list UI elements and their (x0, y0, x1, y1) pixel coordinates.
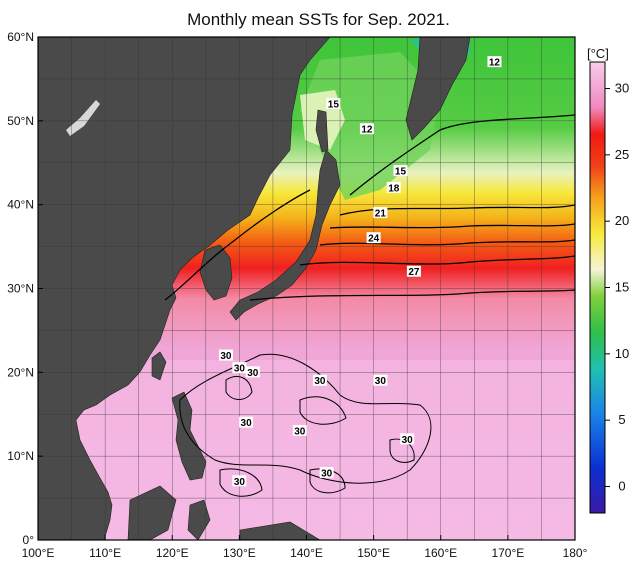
contour-label-bg (406, 265, 421, 277)
contour-label: 15 (328, 100, 340, 111)
colorbar-tick-label: 15 (615, 280, 629, 295)
colorbar-unit: [°C] (587, 46, 609, 61)
lat-tick-label: 40°N (7, 198, 34, 212)
contour-label-bg (312, 374, 327, 386)
colorbar-tick-label: 5 (618, 412, 625, 427)
contour-label-bg (232, 475, 247, 487)
kamchatka-peninsula (405, 37, 471, 141)
contour-label: 12 (489, 58, 501, 69)
lat-tick-label: 60°N (7, 30, 34, 44)
contour-label: 30 (247, 368, 259, 379)
lat-tick-label: 20°N (7, 365, 34, 379)
colorbar-tick-label: 0 (618, 478, 625, 493)
small-island (66, 100, 100, 136)
isotherm-lines (164, 114, 575, 301)
contour-label: 30 (234, 364, 246, 375)
colorbar-tick-label: 25 (615, 147, 629, 162)
contour-label: 27 (408, 267, 420, 278)
lon-tick-label: 100°E (22, 546, 55, 560)
contour-label: 21 (375, 209, 387, 220)
lon-tick-label: 150°E (357, 546, 390, 560)
contour-label: 30 (241, 418, 253, 429)
lat-tick-label: 30°N (7, 282, 34, 296)
colorbar-tick-label: 10 (615, 346, 629, 361)
contour-label: 24 (368, 234, 380, 245)
contour-label: 15 (395, 167, 407, 178)
contour-label-bg (239, 416, 254, 428)
sakhalin-island (315, 109, 329, 153)
contour-label-bg (319, 466, 334, 478)
contour-label-bg (400, 433, 415, 445)
contour-label: 30 (234, 477, 246, 488)
new-guinea-edge (239, 521, 321, 540)
contour-label-bg (373, 207, 388, 219)
lat-tick-label: 0° (23, 533, 35, 547)
contour-label-bg (393, 165, 408, 177)
lat-tick-label: 50°N (7, 114, 34, 128)
colorbar-tick-label: 20 (615, 213, 629, 228)
contour-label-bg (373, 374, 388, 386)
contour-label-bg (245, 366, 260, 378)
longitude-axis: 100°E 110°E 120°E 130°E 140°E 150°E 160°E 170°E… (22, 535, 588, 560)
contour-label-bg (359, 123, 374, 135)
lon-tick-label: 110°E (89, 546, 121, 560)
taiwan-island (151, 351, 167, 381)
contour-label-bg (326, 98, 341, 110)
lon-tick-label: 180° (563, 546, 588, 560)
contour-label-bg (487, 56, 502, 68)
contour-label: 18 (388, 183, 400, 194)
latitude-axis: 60°N 50°N 40°N 30°N 20°N 10°N 0° (7, 30, 43, 547)
colorbar-tick-label: 30 (615, 81, 629, 96)
contour-label-bg (366, 232, 381, 244)
lon-tick-label: 170°E (491, 546, 524, 560)
contour-label: 30 (294, 427, 306, 438)
colorbar-ticks: 30 25 20 15 10 5 0 (605, 81, 629, 493)
lon-tick-label: 160°E (424, 546, 457, 560)
contour-label: 30 (402, 435, 414, 446)
contour-label-bg (386, 181, 401, 193)
contour-label: 30 (321, 468, 333, 479)
contour-label: 30 (220, 351, 232, 362)
lat-tick-label: 10°N (7, 449, 34, 463)
map-title: Monthly mean SSTs for Sep. 2021. (187, 10, 450, 29)
borneo-island (127, 485, 177, 540)
contour-label-bg (232, 362, 247, 374)
lon-tick-label: 130°E (223, 546, 256, 560)
japan-islands (229, 149, 341, 321)
contour-label-bg (292, 425, 307, 437)
lon-tick-label: 120°E (156, 546, 189, 560)
contour-label: 30 (375, 376, 387, 387)
contour-label: 12 (361, 125, 373, 136)
colorbar-gradient (589, 61, 606, 514)
colorbar: [°C] 30 25 20 15 10 5 0 (587, 46, 629, 514)
grid-lines (38, 37, 575, 540)
lon-tick-label: 140°E (290, 546, 323, 560)
contour-label-bg (218, 349, 233, 361)
contour-label: 30 (314, 376, 326, 387)
sulawesi-island (187, 499, 211, 540)
